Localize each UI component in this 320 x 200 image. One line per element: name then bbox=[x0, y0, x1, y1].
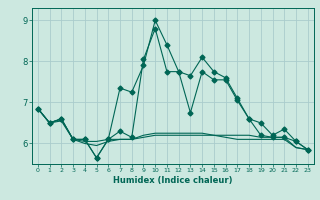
X-axis label: Humidex (Indice chaleur): Humidex (Indice chaleur) bbox=[113, 176, 233, 185]
